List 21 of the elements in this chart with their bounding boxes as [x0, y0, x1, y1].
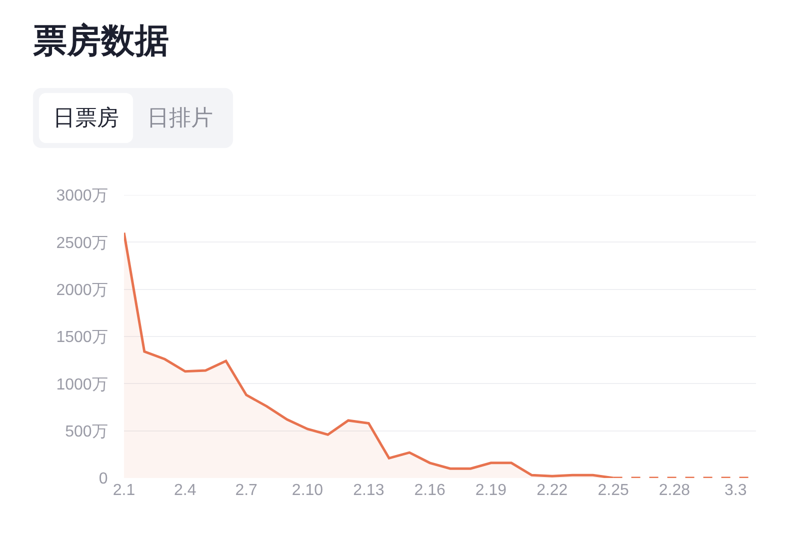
x-tick-label: 2.7 — [235, 482, 258, 499]
x-tick-label: 2.22 — [536, 482, 568, 499]
text: 日排片 — [146, 104, 214, 132]
chart-title: 票房数据 — [33, 21, 169, 62]
x-tick-label: 2.4 — [174, 482, 196, 499]
x-tick-label: 2.28 — [658, 482, 690, 499]
x-tick-label: 3.3 — [724, 482, 747, 499]
text: 日票房 — [39, 93, 133, 143]
y-tick-label: 2000万 — [56, 282, 108, 299]
x-tick-label: 2.13 — [353, 482, 384, 499]
y-tick-label: 0 — [98, 470, 108, 488]
y-tick-label: 3000万 — [56, 188, 108, 205]
y-tick-label: 1000万 — [56, 376, 108, 394]
x-tick-label: 2.25 — [598, 482, 629, 499]
y-tick-label: 2500万 — [56, 234, 108, 252]
x-tick-label: 2.16 — [414, 482, 446, 499]
y-tick-label: 1500万 — [56, 329, 108, 346]
x-tick-label: 2.1 — [112, 482, 136, 499]
x-tick-label: 2.19 — [475, 482, 507, 499]
x-tick-label: 2.10 — [292, 482, 324, 499]
y-tick-label: 500万 — [65, 423, 108, 440]
